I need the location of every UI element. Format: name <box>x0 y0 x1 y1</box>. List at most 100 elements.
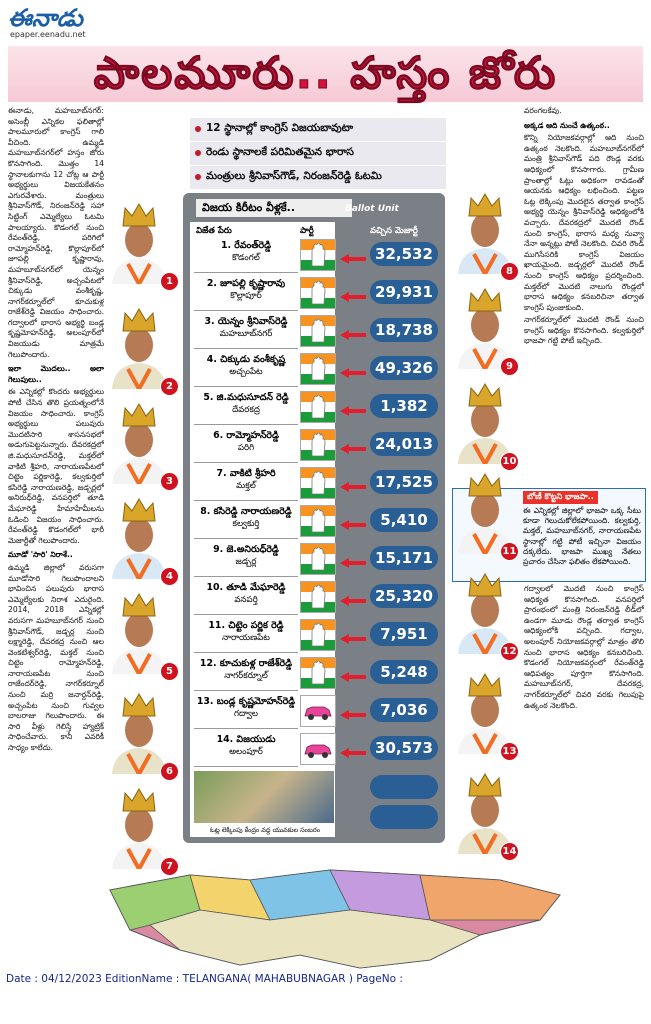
portrait <box>106 495 172 584</box>
bullets: 12 స్థానాల్లో కాంగ్రెస్‌ విజయబావుటా రెండు… <box>190 118 446 190</box>
majority: 17,525 <box>370 470 438 494</box>
icon <box>301 240 335 270</box>
badge: 6 <box>160 762 179 781</box>
bullet: 12 స్థానాల్లో కాంగ్రెస్‌ విజయబావుటా <box>190 118 446 142</box>
shape <box>311 394 326 419</box>
portrait <box>106 785 172 874</box>
shape <box>112 258 166 284</box>
shape <box>322 752 328 758</box>
shape <box>112 843 166 869</box>
majority: 32,532 <box>370 242 438 266</box>
shape <box>311 470 326 495</box>
candidate-name: 1. రేవంత్‌రెడ్డి <box>220 240 272 251</box>
row-name: 12. కూచుకుళ్ల రాజేశ్‌రెడ్డి నాగర్‌కర్నూల్… <box>194 653 298 691</box>
constituency: నారాయణపేట <box>222 633 270 643</box>
portrait <box>452 670 518 759</box>
footer: Date : 04/12/2023 EditionName : TELANGAN… <box>6 973 403 985</box>
party-symbol <box>300 353 336 385</box>
badge: 11 <box>500 542 519 561</box>
icon <box>340 672 366 682</box>
celebration-photo <box>194 771 334 823</box>
shape <box>340 444 366 454</box>
badge: 8 <box>500 262 519 281</box>
icon <box>112 693 166 779</box>
paragraph: ఈ ఎన్నికల్లో కొందరు అభ్యర్థులు పోటీ చేసి… <box>8 387 104 545</box>
portrait <box>106 400 172 489</box>
arrow <box>340 249 366 264</box>
shape <box>125 713 153 747</box>
arrow <box>340 363 366 378</box>
arrow <box>340 401 366 416</box>
row-name: 5. జి.మధుసూదన్‌ రెడ్డి దేవరకద్ర <box>194 387 298 425</box>
headline-band <box>8 46 643 102</box>
row-name: 4. చిక్కుడు వంశీకృష్ణ అచ్చంపేట <box>194 349 298 387</box>
icon <box>458 288 512 374</box>
icon <box>112 308 166 394</box>
party-symbol <box>300 467 336 499</box>
shape <box>340 330 366 340</box>
shape <box>311 280 326 305</box>
portrait <box>106 590 172 679</box>
badge: 10 <box>500 452 519 471</box>
arrow <box>340 743 366 758</box>
shape <box>471 793 499 827</box>
icon <box>340 330 366 340</box>
paragraph: ఉమ్మడి జిల్లాలో వరుసగా మూడోసారి గెలుపొంద… <box>8 562 104 753</box>
candidate-name: 5. జి.మధుసూదన్‌ రెడ్డి <box>203 392 289 403</box>
shape <box>340 596 366 606</box>
icon <box>340 558 366 568</box>
shape <box>458 828 512 854</box>
icon <box>458 383 512 469</box>
candidate-name: 12. కూచుకుళ్ల రాజేశ్‌రెడ్డి <box>199 658 293 669</box>
shape <box>122 403 156 427</box>
photo-caption: ఓట్ల లెక్కింపు కేంద్రం వద్ద యువకుల సంబరం <box>209 826 320 834</box>
header-party: పార్టీ <box>300 226 314 236</box>
shape <box>311 356 326 381</box>
constituency: జడ్చర్ల <box>235 557 257 567</box>
shape <box>125 613 153 647</box>
shape <box>311 546 326 571</box>
icon <box>301 658 335 688</box>
icon <box>301 392 335 422</box>
shape <box>471 493 499 527</box>
constituency: వనపర్తి <box>234 595 258 605</box>
icon <box>458 473 512 559</box>
arrow <box>340 667 366 682</box>
shape <box>458 343 512 369</box>
majority: 7,036 <box>370 698 438 722</box>
portrait <box>106 200 172 289</box>
candidate-name: 4. చిక్కుడు వంశీకృష్ణ <box>206 354 286 365</box>
badge: 2 <box>160 377 179 396</box>
constituency: మక్తల్‌ <box>236 481 256 491</box>
right-column: వరంగలకేవు. అక్కడ ఆది నుంచే ఉత్కంఠ.. కొన్ని… <box>524 106 644 484</box>
shape <box>471 403 499 437</box>
shape <box>122 788 156 812</box>
constituency: పరిగి <box>237 443 255 453</box>
arrow <box>340 705 366 720</box>
shape <box>340 520 366 530</box>
icon <box>301 544 335 574</box>
shape <box>311 242 326 267</box>
district-map <box>109 869 561 969</box>
shape <box>125 328 153 362</box>
party-symbol <box>300 391 336 423</box>
shape <box>112 458 166 484</box>
shape <box>125 808 153 842</box>
shape <box>340 634 366 644</box>
candidate-name: 7. వాకిటి శ్రీహరి <box>216 468 276 479</box>
majority: 25,320 <box>370 584 438 608</box>
shape <box>468 473 502 497</box>
candidate-name: 6. రామ్మోహన్‌రెడ్డి <box>213 430 279 441</box>
portrait <box>106 305 172 394</box>
shape <box>308 714 314 720</box>
majority: 1,382 <box>370 394 438 418</box>
shape <box>458 728 512 754</box>
icon <box>112 203 166 289</box>
shape <box>458 628 512 654</box>
arrow <box>340 477 366 492</box>
icon <box>301 734 335 764</box>
candidate-name: 13. బండ్ల కృష్ణమోహన్‌రెడ్డి <box>196 696 296 707</box>
icon <box>301 582 335 612</box>
shape <box>471 308 499 342</box>
party-symbol <box>300 429 336 461</box>
